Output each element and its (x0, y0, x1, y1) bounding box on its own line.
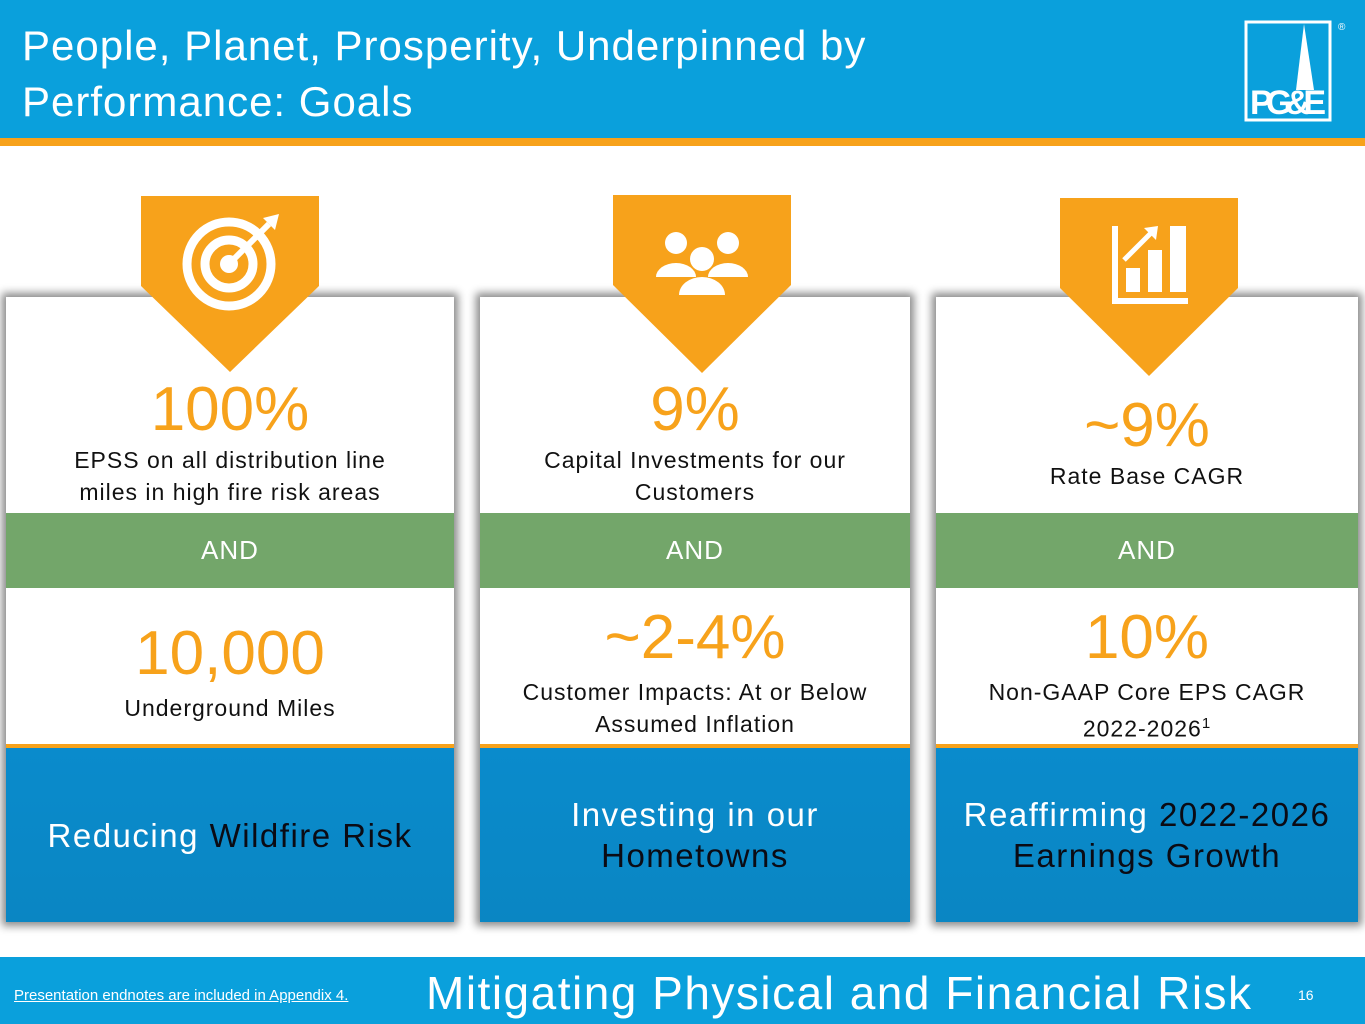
theme-dark: 2022-2026 Earnings Growth (1012, 796, 1331, 874)
connector: AND (480, 513, 910, 588)
bottom-label: Underground Miles (6, 692, 454, 724)
icon-badge (141, 196, 319, 372)
top-label: EPSS on all distribution line (74, 447, 386, 473)
title: Performance: Goals (22, 78, 414, 125)
top-value: ~9% (1084, 391, 1210, 460)
theme-light: Reducing (47, 816, 199, 854)
top-value: 9% (650, 375, 740, 444)
page-number: 16 (1298, 987, 1314, 1003)
header-bar (0, 0, 1365, 138)
bottom-value: ~2-4% (604, 603, 786, 672)
icon-badge (613, 195, 791, 373)
orange-rule (936, 744, 1358, 748)
top-label: miles in high fire risk areas (79, 479, 381, 505)
theme-light: Investing in our (571, 796, 819, 833)
footnote-mark: 1 (1201, 715, 1212, 732)
theme-light: Reaffirming (963, 796, 1149, 833)
orange-rule (480, 744, 910, 748)
theme-dark: Hometowns (601, 837, 789, 874)
bottom-label: Assumed Inflation (480, 708, 910, 740)
top-label: Capital Investments for our (544, 447, 846, 473)
bottom-value: 10,000 (135, 619, 325, 688)
top-value: 100% (150, 375, 310, 444)
bottom-label: 2022-20261 (936, 708, 1358, 745)
card-content: 100% EPSS on all distribution line miles i… (6, 297, 454, 922)
logo-mark: ® (1338, 22, 1346, 33)
logo-text: PG&E (1250, 84, 1326, 122)
logo: PG&E ® (1244, 20, 1346, 122)
connector: AND (6, 513, 454, 588)
top-label: Rate Base CAGR (1049, 463, 1245, 489)
card-content: ~9% Rate Base CAGR AND 10% Non-GAAP Core EPS… (936, 297, 1358, 922)
bottom-label-text: Underground Miles (124, 695, 336, 721)
theme-panel: Investing in our Hometowns (480, 748, 910, 922)
header-stripe (0, 138, 1365, 146)
theme-line: Reaffirming 2022-2026 Earnings Growth (957, 794, 1337, 876)
connector: AND (936, 513, 1358, 588)
card-content: 9% Capital Investments for our Customers AN… (480, 297, 910, 922)
footer-bar (0, 957, 1365, 1024)
bottom-label-text: 2022-2026 (1082, 715, 1202, 742)
endnote-link[interactable]: Presentation endnotes are included in Ap… (14, 987, 349, 1004)
bottom-label-text: Assumed Inflation (595, 711, 795, 737)
bottom-label: Customer Impacts: At or Below (480, 676, 910, 708)
bottom-label: Non-GAAP Core EPS CAGR (936, 676, 1358, 708)
title: People, Planet, Prosperity, Underpinned … (22, 22, 867, 69)
theme-panel: Reaffirming 2022-2026 Earnings Growth (936, 748, 1358, 922)
theme-panel: Reducing Wildfire Risk (6, 748, 454, 922)
bottom-label-text: Non-GAAP Core EPS CAGR (988, 679, 1306, 705)
icon-badge (1060, 198, 1238, 376)
bottom-label-text: Customer Impacts: At or Below (522, 679, 868, 705)
theme-line: Reducing Wildfire Risk (48, 815, 413, 856)
theme-dark: Wildfire Risk (209, 816, 413, 854)
orange-rule (6, 744, 454, 748)
tagline: Mitigating Physical and Financial Risk (426, 967, 1253, 1019)
bottom-value: 10% (1084, 603, 1210, 672)
top-label: Customers (634, 479, 756, 505)
